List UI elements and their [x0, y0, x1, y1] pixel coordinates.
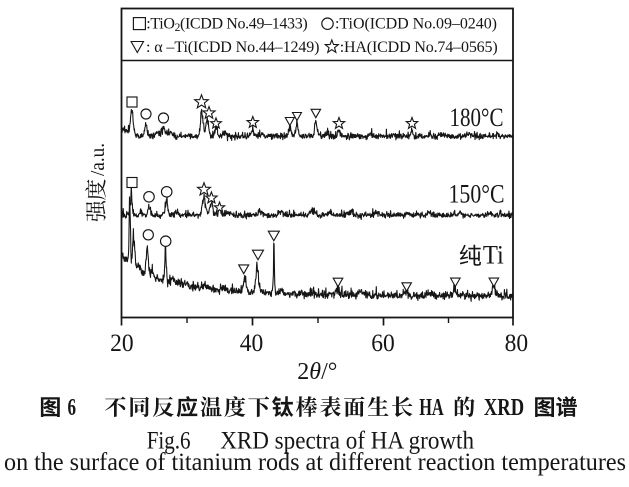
svg-text::HA(ICDD No.74–0565): :HA(ICDD No.74–0565)	[340, 39, 498, 56]
svg-text:2θ/°: 2θ/°	[297, 359, 337, 385]
svg-text:80: 80	[505, 330, 529, 357]
svg-text:HA: HA	[419, 395, 444, 421]
svg-text:Ti: Ti	[483, 241, 504, 270]
svg-text:on the surface of titanium rod: on the surface of titanium rods at diffe…	[4, 449, 626, 476]
svg-text:: α –Ti(ICDD No.44–1249): : α –Ti(ICDD No.44–1249)	[146, 39, 319, 56]
svg-text:180°C: 180°C	[450, 103, 504, 132]
svg-text:150°C: 150°C	[449, 180, 505, 209]
svg-text::TiO(ICDD No.09–0240): :TiO(ICDD No.09–0240)	[335, 16, 497, 33]
svg-text:XRD: XRD	[484, 395, 524, 421]
svg-text:6: 6	[68, 395, 77, 421]
svg-text:XRD spectra of HA growth: XRD spectra of HA growth	[220, 428, 474, 455]
svg-text::TiO2(ICDD No.49–1433): :TiO2(ICDD No.49–1433)	[146, 16, 307, 35]
svg-text:20: 20	[110, 330, 133, 357]
svg-text:/a.u.: /a.u.	[87, 143, 109, 176]
svg-text:40: 40	[240, 330, 264, 357]
svg-text:60: 60	[371, 330, 395, 357]
svg-text:Fig.6: Fig.6	[147, 428, 191, 455]
